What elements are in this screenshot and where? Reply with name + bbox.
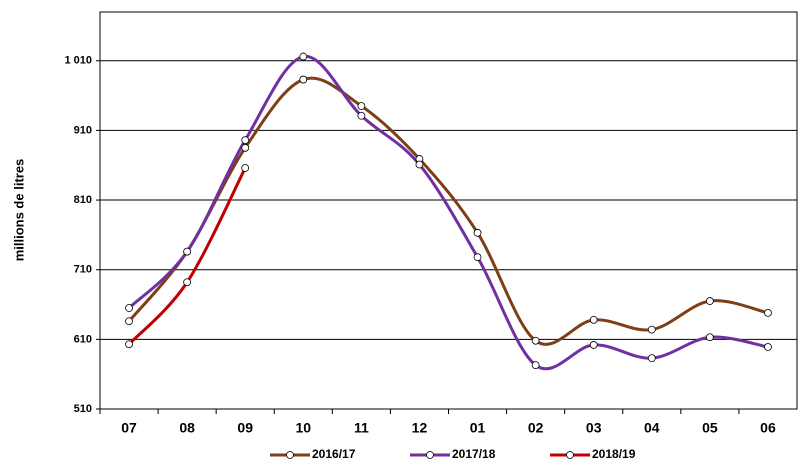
data-point — [183, 278, 192, 287]
legend-marker — [286, 451, 294, 459]
x-tick-label: 08 — [179, 420, 195, 436]
x-tick-label: 03 — [586, 420, 602, 436]
y-axis-label: millions de litres — [11, 159, 26, 262]
data-point — [473, 228, 482, 237]
legend-label: 2018/19 — [592, 447, 636, 461]
x-tick-label: 09 — [237, 420, 253, 436]
x-tick-label: 04 — [644, 420, 660, 436]
data-point — [299, 52, 308, 61]
y-tick-label: 610 — [74, 333, 92, 345]
data-point — [357, 111, 366, 120]
x-tick-label: 06 — [760, 420, 776, 436]
x-tick-label: 10 — [296, 420, 312, 436]
y-tick-label: 1 010 — [64, 55, 92, 67]
legend-label: 2017/18 — [452, 447, 496, 461]
plot-frame — [99, 11, 798, 410]
x-tick-label: 02 — [528, 420, 544, 436]
legend-marker — [566, 451, 574, 459]
x-tick-label: 01 — [470, 420, 486, 436]
y-tick-label: 510 — [74, 403, 92, 415]
data-point — [415, 160, 424, 169]
data-point — [473, 253, 482, 262]
series-line — [127, 167, 247, 346]
data-point — [241, 143, 250, 152]
data-point — [647, 354, 656, 363]
data-point — [241, 136, 250, 145]
data-point — [125, 304, 133, 312]
data-point — [531, 361, 540, 370]
data-point — [705, 333, 714, 342]
data-point — [764, 308, 772, 317]
data-point — [589, 341, 598, 349]
data-point — [705, 297, 714, 305]
data-point — [589, 315, 598, 324]
data-point — [241, 164, 250, 172]
x-tick-label: 12 — [412, 420, 428, 436]
legend-marker — [426, 451, 434, 459]
x-tick-label: 11 — [354, 420, 369, 436]
data-point — [183, 247, 192, 256]
data-point — [357, 102, 366, 110]
data-point — [764, 343, 772, 351]
legend-label: 2016/17 — [312, 447, 356, 461]
y-tick-label: 710 — [74, 264, 92, 276]
data-point — [647, 325, 656, 334]
y-tick-label: 910 — [74, 124, 92, 136]
data-point — [531, 336, 540, 345]
data-point — [299, 75, 308, 84]
x-tick-label: 05 — [702, 420, 718, 436]
x-tick-label: 07 — [121, 420, 137, 436]
y-tick-label: 810 — [74, 194, 92, 206]
data-point — [125, 317, 133, 326]
data-point — [125, 340, 133, 349]
